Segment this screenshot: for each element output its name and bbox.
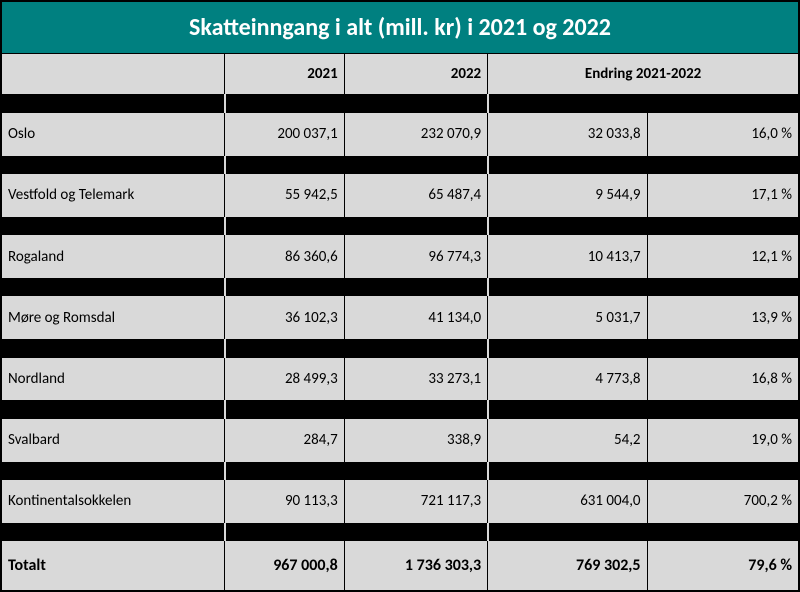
value-pct: 17,1 % — [647, 174, 798, 218]
separator-row — [2, 462, 799, 479]
region-label: Kontinentalsokkelen — [2, 480, 225, 524]
region-label: Oslo — [2, 112, 225, 156]
value-2021: 200 037,1 — [225, 112, 345, 156]
value-diff: 631 004,0 — [488, 480, 647, 524]
table-row: Nordland28 499,333 273,14 773,816,8 % — [2, 357, 799, 401]
value-pct: 13,9 % — [647, 296, 798, 340]
value-pct: 16,8 % — [647, 357, 798, 401]
value-diff: 4 773,8 — [488, 357, 647, 401]
value-2022: 338,9 — [344, 418, 487, 462]
separator-row — [2, 340, 799, 357]
value-diff: 9 544,9 — [488, 174, 647, 218]
value-pct: 700,2 % — [647, 480, 798, 524]
total-diff: 769 302,5 — [488, 541, 647, 591]
value-2022: 33 273,1 — [344, 357, 487, 401]
value-2022: 65 487,4 — [344, 174, 487, 218]
tax-table: Skatteinngang i alt (mill. kr) i 2021 og… — [1, 1, 799, 591]
value-2021: 86 360,6 — [225, 235, 345, 279]
value-pct: 12,1 % — [647, 235, 798, 279]
value-diff: 10 413,7 — [488, 235, 647, 279]
table-row: Svalbard284,7338,954,219,0 % — [2, 418, 799, 462]
value-2021: 55 942,5 — [225, 174, 345, 218]
value-2021: 284,7 — [225, 418, 345, 462]
region-label: Rogaland — [2, 235, 225, 279]
separator-row — [2, 95, 799, 112]
separator-row — [2, 156, 799, 173]
table-title: Skatteinngang i alt (mill. kr) i 2021 og… — [2, 2, 799, 54]
total-2022: 1 736 303,3 — [344, 541, 487, 591]
region-label: Svalbard — [2, 418, 225, 462]
header-2022: 2022 — [344, 54, 487, 95]
value-2022: 41 134,0 — [344, 296, 487, 340]
separator-row — [2, 278, 799, 295]
table-row: Kontinentalsokkelen90 113,3721 117,3631 … — [2, 480, 799, 524]
region-label: Møre og Romsdal — [2, 296, 225, 340]
total-pct: 79,6 % — [647, 541, 798, 591]
value-2022: 96 774,3 — [344, 235, 487, 279]
value-pct: 19,0 % — [647, 418, 798, 462]
value-2021: 28 499,3 — [225, 357, 345, 401]
value-2022: 232 070,9 — [344, 112, 487, 156]
region-label: Nordland — [2, 357, 225, 401]
separator-row — [2, 217, 799, 234]
total-2021: 967 000,8 — [225, 541, 345, 591]
table-row: Rogaland86 360,696 774,310 413,712,1 % — [2, 235, 799, 279]
separator-row — [2, 523, 799, 540]
value-diff: 32 033,8 — [488, 112, 647, 156]
value-2022: 721 117,3 — [344, 480, 487, 524]
table-row: Møre og Romsdal36 102,341 134,05 031,713… — [2, 296, 799, 340]
region-label: Vestfold og Telemark — [2, 174, 225, 218]
header-2021: 2021 — [225, 54, 345, 95]
header-change: Endring 2021-2022 — [488, 54, 799, 95]
value-2021: 36 102,3 — [225, 296, 345, 340]
value-2021: 90 113,3 — [225, 480, 345, 524]
table-container: Skatteinngang i alt (mill. kr) i 2021 og… — [0, 0, 800, 592]
header-row: 20212022Endring 2021-2022 — [2, 54, 799, 95]
header-blank — [2, 54, 225, 95]
table-row: Vestfold og Telemark55 942,565 487,49 54… — [2, 174, 799, 218]
value-pct: 16,0 % — [647, 112, 798, 156]
value-diff: 54,2 — [488, 418, 647, 462]
separator-row — [2, 401, 799, 418]
total-label: Totalt — [2, 541, 225, 591]
total-row: Totalt967 000,81 736 303,3769 302,579,6 … — [2, 541, 799, 591]
table-row: Oslo200 037,1232 070,932 033,816,0 % — [2, 112, 799, 156]
value-diff: 5 031,7 — [488, 296, 647, 340]
